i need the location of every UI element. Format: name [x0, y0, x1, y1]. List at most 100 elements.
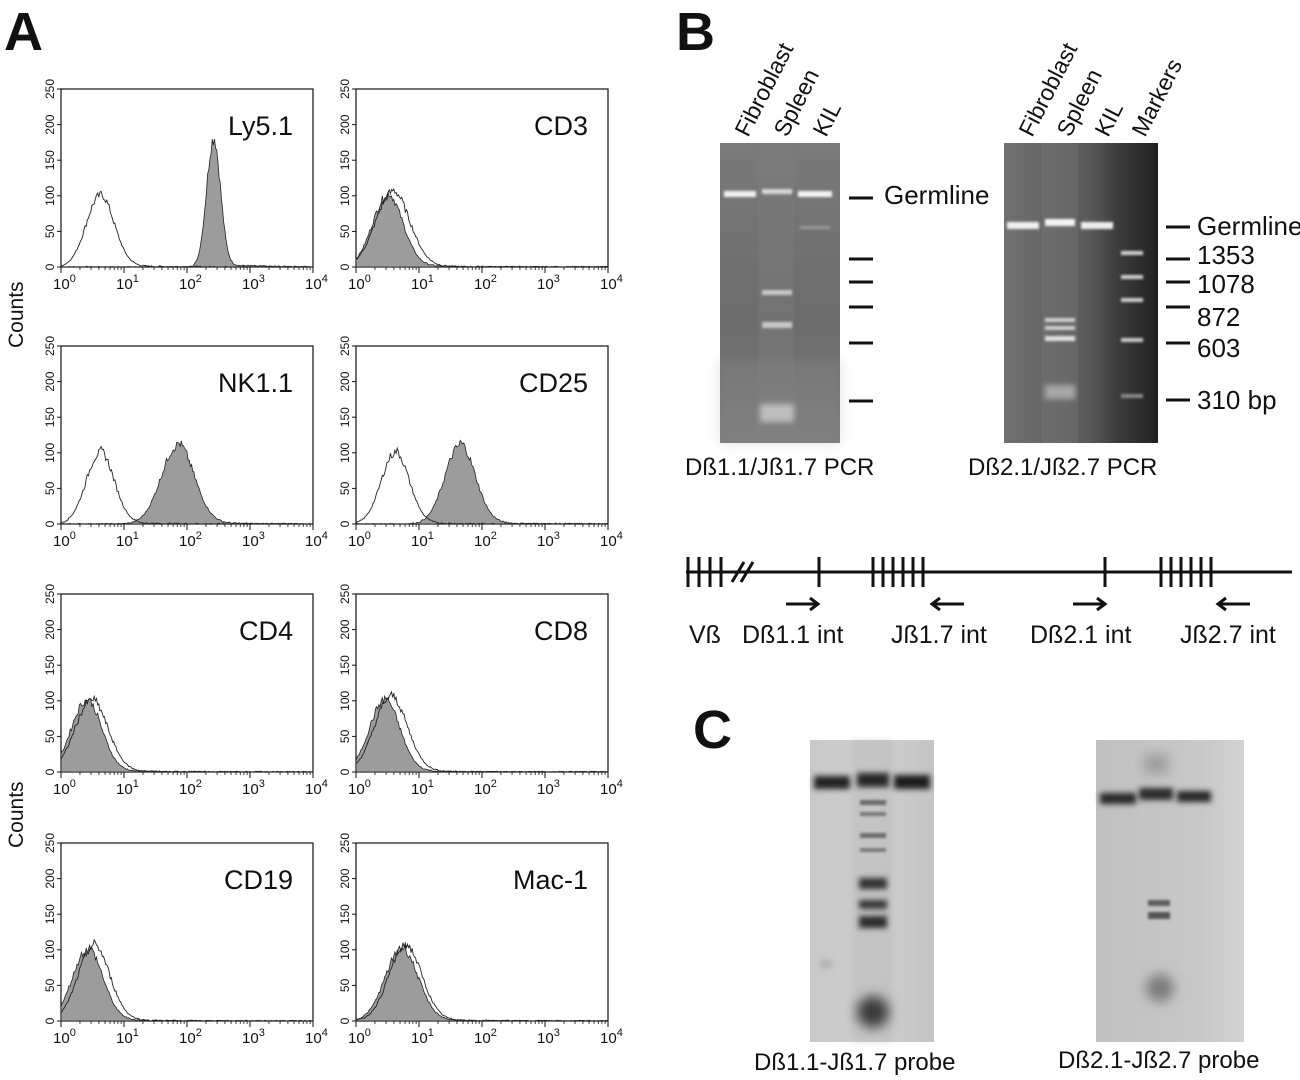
x-tick-label: 100	[348, 530, 371, 550]
x-tick-label: 104	[305, 778, 328, 798]
y-tick-label: 50	[43, 224, 57, 238]
marker-ticks-right	[1166, 225, 1190, 402]
southern-caption-left: Dß1.1-Jß1.7 probe	[754, 1049, 955, 1076]
map-label-jb17-int: Jß1.7 int	[891, 621, 987, 649]
panel-letter-b: B	[676, 2, 715, 62]
y-tick-label: 100	[43, 442, 57, 462]
histogram-cd3: 0 50 100 150 200 250 100 101 102 103 104 CD3	[338, 79, 623, 293]
y-tick-label: 150	[338, 150, 352, 170]
southern-blot-left	[810, 740, 934, 1042]
x-tick-label: 102	[474, 273, 497, 293]
panel-letter-a: A	[4, 2, 43, 62]
x-tick-label: 102	[474, 530, 497, 550]
x-tick-label: 103	[537, 273, 560, 293]
x-tick-label: 104	[305, 1027, 328, 1047]
open-histogram	[355, 941, 609, 1022]
filled-histogram	[60, 138, 314, 268]
x-tick-label: 104	[600, 530, 623, 550]
map-label-jb27-int: Jß2.7 int	[1180, 621, 1276, 649]
y-tick-label: 150	[43, 655, 57, 675]
y-tick-label: 100	[43, 690, 57, 710]
y-tick-label: 100	[338, 185, 352, 205]
filled-histogram	[60, 440, 313, 525]
x-tick-label: 103	[537, 1027, 560, 1047]
y-tick-label: 200	[43, 371, 57, 391]
y-tick-label: 200	[338, 371, 352, 391]
x-tick-label: 104	[600, 778, 623, 798]
pcr-gel-right	[1004, 143, 1158, 443]
y-tick-label: 0	[338, 1017, 352, 1024]
histogram-cd19: 0 50 100 150 200 250 100 101 102 103 104 CD19	[43, 833, 328, 1047]
y-tick-label: 150	[43, 407, 57, 427]
histogram-marker-label: CD3	[534, 111, 588, 141]
y-tick-label: 50	[43, 729, 57, 743]
histogram-marker-label: CD19	[224, 865, 293, 895]
y-tick-label: 0	[43, 520, 57, 527]
pcr-gel-left	[720, 143, 840, 443]
southern-blot-right	[1096, 740, 1244, 1042]
x-tick-label: 102	[179, 530, 202, 550]
histogram-cd25: 0 50 100 150 200 250 100 101 102 103 104 CD25	[338, 336, 623, 550]
lane-label-kil-right: KIL	[1089, 98, 1128, 141]
histogram-nk1-1: 0 50 100 150 200 250 100 101 102 103 104 NK1.1	[43, 336, 328, 550]
filled-histogram	[355, 439, 609, 525]
y-tick-label: 100	[338, 939, 352, 959]
x-tick-label: 101	[116, 530, 139, 550]
x-tick-label: 103	[537, 778, 560, 798]
x-tick-label: 103	[242, 273, 265, 293]
y-tick-label: 150	[338, 904, 352, 924]
histogram-marker-label: CD4	[239, 616, 293, 646]
y-tick-label: 100	[43, 185, 57, 205]
histogram-cd4: 0 50 100 150 200 250 100 101 102 103 104 CD4	[43, 584, 328, 798]
y-tick-label: 0	[43, 1017, 57, 1024]
histogram-marker-label: CD25	[519, 368, 588, 398]
counts-label-top: Counts	[5, 281, 28, 348]
map-label-vb: Vß	[689, 621, 721, 649]
x-tick-label: 104	[305, 273, 328, 293]
y-tick-label: 250	[43, 833, 57, 853]
x-tick-label: 100	[348, 1027, 371, 1047]
panel-letter-c: C	[693, 700, 732, 760]
y-tick-label: 100	[338, 690, 352, 710]
x-tick-label: 103	[242, 778, 265, 798]
histogram-marker-label: NK1.1	[218, 368, 293, 398]
y-tick-label: 150	[338, 407, 352, 427]
histogram-marker-label: CD8	[534, 616, 588, 646]
lane-label-kil-left: KIL	[807, 98, 846, 141]
y-tick-label: 250	[43, 336, 57, 356]
x-tick-label: 101	[411, 273, 434, 293]
x-tick-label: 102	[179, 778, 202, 798]
gel-caption-left: Dß1.1/Jß1.7 PCR	[685, 454, 874, 481]
x-tick-label: 103	[242, 1027, 265, 1047]
x-tick-label: 100	[53, 1027, 76, 1047]
counts-label-bottom: Counts	[5, 781, 28, 848]
x-tick-label: 103	[242, 530, 265, 550]
marker-size-603: 603	[1197, 333, 1240, 363]
x-tick-label: 102	[179, 273, 202, 293]
germline-label-right: Germline	[1197, 211, 1300, 241]
x-tick-label: 102	[474, 1027, 497, 1047]
histogram-ly5-1: 0 50 100 150 200 250 100 101 102 103 104 Ly5.1	[43, 79, 328, 293]
y-tick-label: 50	[338, 729, 352, 743]
y-tick-label: 200	[43, 868, 57, 888]
x-tick-label: 104	[600, 273, 623, 293]
y-tick-label: 0	[43, 263, 57, 270]
x-tick-label: 101	[411, 1027, 434, 1047]
open-histogram	[355, 690, 608, 773]
x-tick-label: 104	[600, 1027, 623, 1047]
tcrb-locus-map	[686, 557, 1292, 587]
y-tick-label: 150	[338, 655, 352, 675]
x-tick-label: 100	[53, 273, 76, 293]
x-tick-label: 102	[474, 778, 497, 798]
y-tick-label: 200	[43, 114, 57, 134]
y-tick-label: 200	[43, 619, 57, 639]
germline-label-left: Germline	[884, 180, 989, 210]
y-tick-label: 0	[43, 768, 57, 775]
y-tick-label: 100	[338, 442, 352, 462]
y-tick-label: 0	[338, 263, 352, 270]
y-tick-label: 50	[338, 978, 352, 992]
y-tick-label: 250	[338, 833, 352, 853]
open-histogram	[355, 188, 609, 268]
histogram-marker-label: Mac-1	[513, 865, 588, 895]
